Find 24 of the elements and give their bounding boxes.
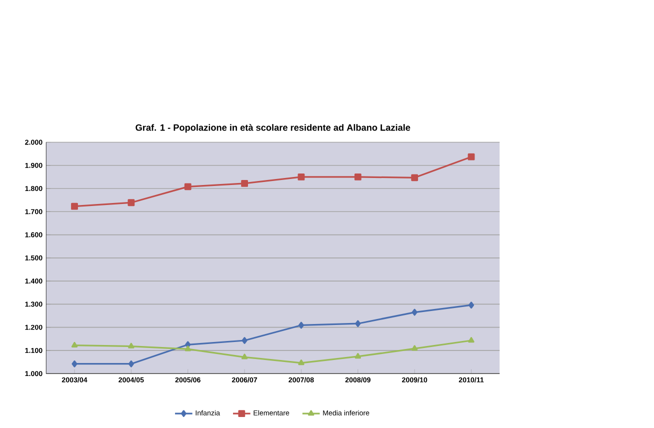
point bbox=[468, 153, 475, 160]
point bbox=[242, 336, 248, 344]
point bbox=[354, 173, 362, 180]
point bbox=[354, 352, 362, 358]
point bbox=[128, 199, 135, 206]
point bbox=[241, 180, 248, 187]
point bbox=[72, 360, 78, 368]
point bbox=[355, 320, 361, 327]
point bbox=[298, 322, 304, 328]
point bbox=[468, 301, 474, 308]
point bbox=[241, 354, 248, 360]
point bbox=[411, 174, 418, 181]
point bbox=[184, 183, 192, 190]
point bbox=[184, 345, 191, 351]
point bbox=[468, 336, 474, 342]
point bbox=[128, 360, 134, 368]
point bbox=[412, 344, 418, 351]
point bbox=[128, 342, 134, 348]
point bbox=[298, 359, 304, 365]
point bbox=[71, 342, 78, 348]
point bbox=[71, 202, 78, 210]
point bbox=[412, 308, 418, 316]
chart-title: Graf. 1 - Popolazione in età scolare residente ad Albano Laziale bbox=[136, 124, 410, 132]
point bbox=[298, 173, 305, 180]
